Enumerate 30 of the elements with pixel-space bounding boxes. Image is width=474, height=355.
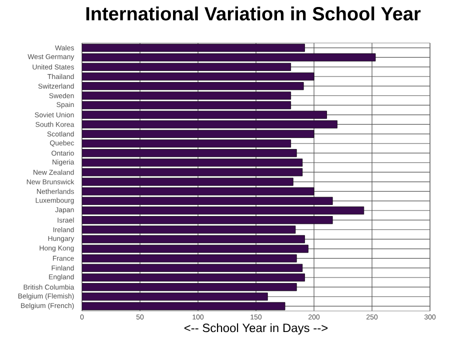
bar [82, 130, 314, 138]
bar [82, 101, 291, 110]
bar [82, 216, 333, 224]
bar [82, 264, 303, 272]
bar [82, 178, 294, 186]
bar [82, 244, 308, 253]
bar [82, 149, 297, 158]
bar [82, 206, 364, 214]
bar [82, 226, 296, 234]
bar [82, 292, 268, 301]
bar [82, 53, 376, 62]
bar [82, 235, 305, 244]
bar [82, 273, 305, 282]
bar [82, 110, 327, 119]
bar [82, 44, 305, 52]
bar [82, 302, 286, 310]
bar [82, 82, 304, 90]
bar [82, 254, 297, 262]
bar [82, 283, 297, 292]
bar [82, 196, 333, 205]
chart-title: International Variation in School Year [86, 6, 421, 20]
bar [82, 187, 314, 196]
bar [82, 120, 338, 128]
x-axis-title: <-- School Year in Days --> [184, 323, 328, 335]
bar [82, 139, 291, 148]
bar [82, 158, 303, 167]
bar [82, 168, 303, 176]
bar [82, 62, 291, 71]
bar [82, 92, 291, 100]
bar [82, 72, 314, 80]
